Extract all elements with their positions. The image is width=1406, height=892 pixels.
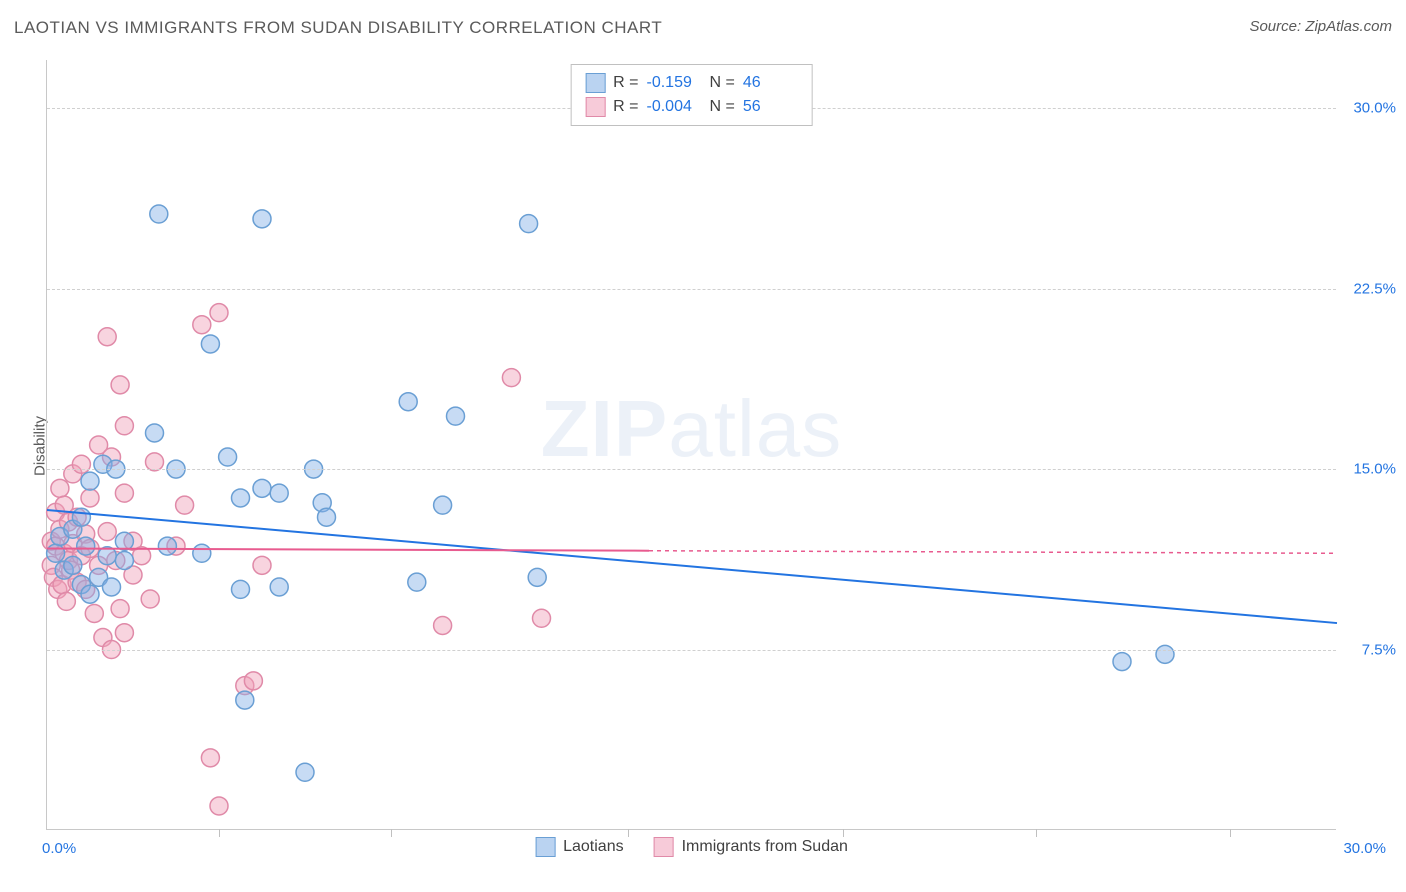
grid-line	[47, 650, 1336, 651]
data-point	[193, 316, 211, 334]
data-point	[219, 448, 237, 466]
legend-label-laotians: Laotians	[563, 838, 624, 856]
scatter-plot-svg	[47, 60, 1336, 829]
data-point	[408, 573, 426, 591]
y-tick-label: 22.5%	[1341, 280, 1396, 297]
data-point	[158, 537, 176, 555]
data-point	[72, 508, 90, 526]
data-point	[533, 609, 551, 627]
data-point	[115, 532, 133, 550]
data-point	[115, 624, 133, 642]
n-label-1: N =	[710, 74, 735, 92]
x-tick-mark	[391, 829, 392, 837]
trend-line-dashed	[649, 551, 1337, 554]
data-point	[103, 578, 121, 596]
x-axis-max-label: 30.0%	[1343, 840, 1386, 857]
chart-title: LAOTIAN VS IMMIGRANTS FROM SUDAN DISABIL…	[14, 18, 662, 37]
data-point	[244, 672, 262, 690]
data-point	[57, 592, 75, 610]
data-point	[77, 537, 95, 555]
plot-area: ZIPatlas R = -0.159 N = 46 R = -0.004 N …	[46, 60, 1336, 830]
data-point	[176, 496, 194, 514]
data-point	[72, 455, 90, 473]
data-point	[81, 489, 99, 507]
data-point	[201, 335, 219, 353]
data-point	[51, 479, 69, 497]
data-point	[81, 472, 99, 490]
data-point	[1113, 653, 1131, 671]
data-point	[232, 489, 250, 507]
series-legend: Laotians Immigrants from Sudan	[535, 837, 848, 857]
data-point	[201, 749, 219, 767]
legend-swatch-pink	[585, 97, 605, 117]
legend-swatch-blue	[585, 73, 605, 93]
n-value-2: 56	[743, 98, 798, 116]
data-point	[253, 479, 271, 497]
legend-row-2: R = -0.004 N = 56	[585, 95, 798, 119]
data-point	[253, 556, 271, 574]
legend-item-laotians: Laotians	[535, 837, 624, 857]
data-point	[296, 763, 314, 781]
data-point	[115, 417, 133, 435]
data-point	[81, 585, 99, 603]
data-point	[434, 496, 452, 514]
data-point	[528, 568, 546, 586]
data-point	[210, 797, 228, 815]
n-label-2: N =	[710, 98, 735, 116]
data-point	[47, 544, 65, 562]
data-point	[98, 328, 116, 346]
data-point	[111, 376, 129, 394]
r-value-2: -0.004	[647, 98, 702, 116]
data-point	[193, 544, 211, 562]
data-point	[502, 369, 520, 387]
grid-line	[47, 289, 1336, 290]
data-point	[111, 600, 129, 618]
r-label-2: R =	[613, 98, 638, 116]
x-tick-mark	[219, 829, 220, 837]
data-point	[236, 691, 254, 709]
data-point	[232, 580, 250, 598]
legend-swatch-sudan	[654, 837, 674, 857]
legend-item-sudan: Immigrants from Sudan	[654, 837, 848, 857]
data-point	[253, 210, 271, 228]
x-tick-mark	[1036, 829, 1037, 837]
r-label-1: R =	[613, 74, 638, 92]
data-point	[318, 508, 336, 526]
data-point	[98, 523, 116, 541]
trend-line	[47, 510, 1337, 623]
y-tick-label: 15.0%	[1341, 461, 1396, 478]
data-point	[1156, 645, 1174, 663]
source-attribution: Source: ZipAtlas.com	[1249, 18, 1392, 35]
x-tick-mark	[1230, 829, 1231, 837]
data-point	[434, 616, 452, 634]
x-tick-mark	[628, 829, 629, 837]
legend-label-sudan: Immigrants from Sudan	[682, 838, 848, 856]
data-point	[64, 556, 82, 574]
data-point	[115, 484, 133, 502]
chart-container: LAOTIAN VS IMMIGRANTS FROM SUDAN DISABIL…	[0, 0, 1406, 892]
data-point	[150, 205, 168, 223]
grid-line	[47, 469, 1336, 470]
data-point	[520, 215, 538, 233]
r-value-1: -0.159	[647, 74, 702, 92]
data-point	[115, 552, 133, 570]
data-point	[141, 590, 159, 608]
y-tick-label: 30.0%	[1341, 100, 1396, 117]
legend-row-1: R = -0.159 N = 46	[585, 71, 798, 95]
data-point	[210, 304, 228, 322]
data-point	[146, 424, 164, 442]
x-tick-mark	[843, 829, 844, 837]
y-tick-label: 7.5%	[1341, 641, 1396, 658]
data-point	[85, 604, 103, 622]
data-point	[270, 578, 288, 596]
correlation-legend: R = -0.159 N = 46 R = -0.004 N = 56	[570, 64, 813, 126]
data-point	[447, 407, 465, 425]
x-axis-min-label: 0.0%	[42, 840, 76, 857]
data-point	[270, 484, 288, 502]
n-value-1: 46	[743, 74, 798, 92]
data-point	[399, 393, 417, 411]
legend-swatch-laotians	[535, 837, 555, 857]
chart-header: LAOTIAN VS IMMIGRANTS FROM SUDAN DISABIL…	[14, 18, 1392, 48]
